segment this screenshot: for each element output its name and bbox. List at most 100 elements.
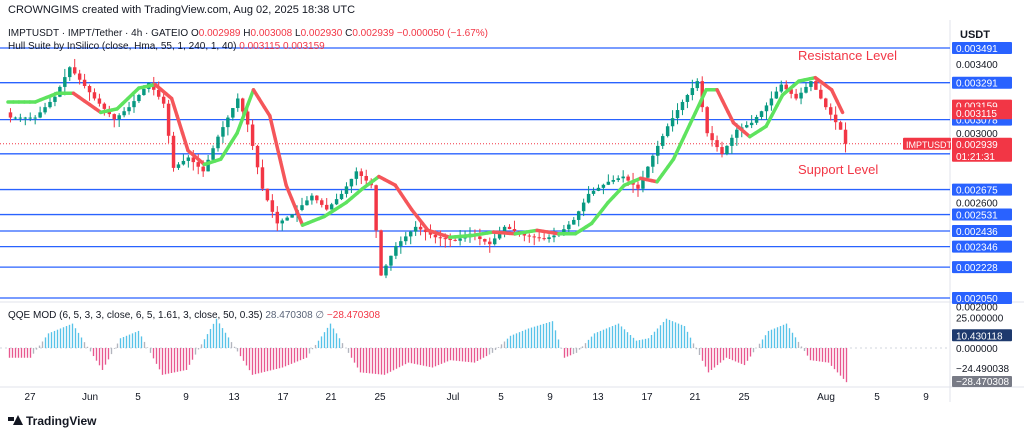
candle-body	[636, 184, 640, 189]
candle-body	[799, 92, 803, 99]
symbol-label[interactable]: IMPTUSDT · IMPT/Tether · 4h · GATEIO	[8, 28, 189, 39]
candle-body	[418, 226, 423, 230]
candle-body	[240, 98, 245, 112]
hull-suite-segment	[693, 99, 703, 115]
candle-body	[626, 176, 630, 181]
candle-body	[725, 145, 729, 155]
level-price-label: 0.003078	[956, 116, 998, 127]
chart-banner: CROWNGIMS created with TradingView.com, …	[8, 4, 356, 16]
candle-body	[576, 211, 581, 220]
qqe-axis-tick: 25.000000	[956, 314, 1004, 325]
candle-body	[423, 229, 428, 233]
candle-body	[478, 236, 482, 240]
level-price-tag	[952, 292, 1012, 304]
candle-body	[651, 155, 655, 167]
candle-body	[87, 85, 92, 93]
candle-body	[759, 111, 764, 117]
symbol-ohlc-line: IMPTUSDT · IMPT/Tether · 4h · GATEIO O0.…	[8, 28, 488, 39]
candle-body	[329, 204, 334, 210]
candle-body	[601, 184, 606, 188]
hull-indicator-line[interactable]: Hull Suite by InSilico (close, Hma, 55, …	[8, 41, 325, 52]
candle-body	[735, 129, 739, 138]
candle-body	[211, 148, 215, 160]
currency-label[interactable]: USDT	[960, 29, 990, 41]
last-price-tag	[952, 137, 1012, 162]
hull-suite-segment	[677, 134, 687, 150]
time-axis-label: Jul	[447, 392, 460, 403]
candle-body	[562, 229, 566, 234]
candle-body	[586, 193, 591, 203]
candle-body	[186, 157, 191, 161]
candle-body	[404, 236, 408, 242]
qqe-value-tag-label: −28.470308	[956, 377, 1010, 388]
candle-body	[458, 238, 462, 241]
candle-body	[181, 160, 186, 165]
close-label: C	[345, 28, 353, 39]
qqe-value-tag-label: −24.490038	[956, 364, 1010, 375]
candle-body	[68, 67, 72, 78]
candle-body	[552, 235, 556, 238]
candle-body	[542, 238, 546, 240]
hull-suite-segment	[682, 122, 692, 138]
hull-suite-segment	[720, 99, 730, 114]
candle-body	[492, 238, 497, 245]
candle-body	[438, 237, 443, 239]
level-price-tag	[952, 225, 1012, 238]
level-price-label: 0.002050	[956, 294, 998, 305]
time-axis-label: 5	[135, 392, 141, 403]
time-axis-label: 25	[374, 392, 386, 403]
time-axis-label: 5	[874, 392, 880, 403]
candle-body	[843, 129, 848, 144]
candle-body	[789, 89, 793, 94]
candle-body	[201, 166, 205, 172]
level-price-tag	[952, 208, 1012, 221]
candle-body	[23, 117, 28, 119]
level-price-tag	[952, 261, 1012, 274]
level-price-label: 0.003291	[956, 79, 998, 90]
candle-body	[324, 204, 329, 210]
time-axis-label: 13	[228, 392, 240, 403]
level-price-label: 0.002531	[956, 211, 998, 222]
candle-body	[364, 175, 368, 181]
candle-body	[779, 84, 784, 92]
candle-body	[502, 226, 507, 233]
candle-body	[621, 176, 625, 179]
candle-body	[646, 166, 650, 178]
candle-body	[769, 98, 774, 106]
candle-body	[828, 107, 833, 115]
candle-body	[379, 230, 383, 276]
candle-body	[142, 88, 146, 96]
candle-body	[656, 145, 660, 156]
candle-body	[670, 118, 675, 127]
candle-body	[38, 112, 42, 118]
time-axis-label: 9	[547, 392, 553, 403]
level-price-tag	[952, 240, 1012, 253]
level-price-label: 0.002675	[956, 186, 998, 197]
countdown-label: 01:21:31	[956, 152, 995, 163]
level-price-label: 0.003491	[956, 44, 998, 55]
candle-body	[260, 167, 265, 189]
time-axis-label: 5	[498, 392, 504, 403]
candle-body	[122, 111, 126, 116]
candle-body	[512, 229, 517, 232]
candle-body	[18, 117, 23, 119]
candle-body	[680, 101, 685, 111]
time-axis-label: 27	[24, 392, 36, 403]
hull-suite-segment	[835, 99, 845, 115]
candle-body	[833, 114, 838, 123]
candle-body	[33, 117, 37, 119]
resistance-level-annotation: Resistance Level	[798, 48, 897, 63]
candle-body	[522, 233, 527, 236]
candle-body	[665, 126, 670, 137]
candle-body	[567, 224, 571, 230]
candle-body	[63, 77, 67, 87]
candle-body	[685, 95, 690, 102]
candle-body	[72, 67, 77, 74]
qqe-indicator-line[interactable]: QQE MOD (6, 5, 3, 3, close, 6, 5, 1.61, …	[8, 310, 380, 321]
candle-body	[166, 103, 171, 136]
candle-body	[660, 136, 665, 146]
time-axis-label: 25	[738, 392, 750, 403]
candle-body	[547, 237, 551, 240]
candle-body	[532, 236, 536, 238]
